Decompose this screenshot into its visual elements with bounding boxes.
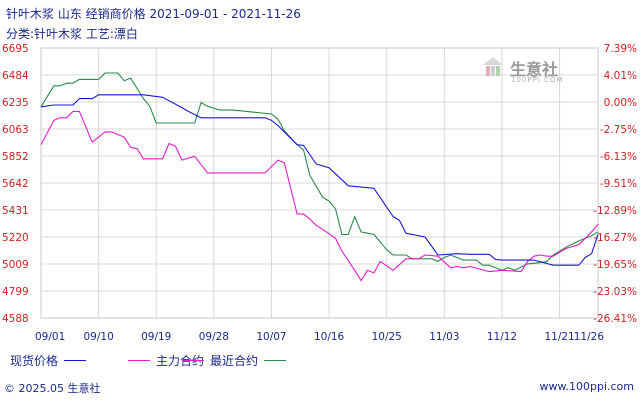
y-left-tick-label: 5642: [2, 178, 29, 190]
y-right-tick-label: -19.65%: [593, 259, 637, 271]
series-line-spot: [40, 94, 599, 266]
chart-subtitle: 分类:针叶木浆 工艺:漂白: [6, 27, 138, 41]
y-left-tick-label: 6063: [2, 124, 29, 136]
y-left-tick-label: 6484: [2, 70, 29, 82]
x-tick-label: 09/10: [83, 331, 113, 343]
legend-swatch-spot: [64, 360, 87, 361]
right-y-axis: 7.39% 4.01% 0.00% -2.75% -6.13% -9.51% -12.89%…: [593, 43, 637, 325]
watermark-logo: [482, 56, 504, 78]
y-right-tick-label: -6.13%: [600, 151, 637, 163]
logo-icon: [483, 57, 503, 76]
y-left-tick-label: 5431: [2, 205, 29, 217]
y-left-tick-label: 4588: [2, 313, 29, 325]
y-left-tick-label: 5220: [2, 232, 29, 244]
left-y-axis: 6695 6484 6235 6063 5852 5642 5431 5220 5009 4799…: [2, 43, 29, 325]
series-line-main: [40, 110, 599, 282]
legend-item-spot: 现货价格: [10, 352, 87, 369]
series-lines: [40, 72, 599, 282]
y-left-tick-label: 5852: [2, 151, 29, 163]
y-right-tick-label: 7.39%: [604, 43, 637, 55]
legend-label-main: 主力合约: [156, 354, 205, 368]
legend-swatch-main: [128, 360, 150, 361]
x-axis: 09/01 09/10 09/19 09/28 10/07 10/16 10/25 11/03…: [35, 331, 604, 343]
y-right-tick-label: -26.41%: [593, 313, 637, 325]
y-right-tick-label: 4.01%: [604, 70, 637, 82]
x-tick-label: 11/12: [487, 331, 517, 343]
legend-swatch-recent: [264, 360, 287, 361]
y-right-tick-label: -16.27%: [593, 232, 637, 244]
y-right-tick-label: -9.51%: [600, 178, 637, 190]
y-left-tick-label: 5009: [2, 259, 29, 271]
x-tick-label: 09/01: [35, 331, 65, 343]
footer-copyright: © 2025.05 生意社: [4, 382, 101, 395]
x-tick-label: 09/28: [199, 331, 229, 343]
y-right-tick-label: -2.75%: [600, 124, 637, 136]
legend-label-recent: 最近合约: [210, 354, 259, 368]
chart-grid: [40, 47, 599, 319]
y-left-tick-label: 6235: [2, 97, 29, 109]
x-tick-label: 10/16: [314, 331, 345, 343]
x-tick-label: 11/21: [544, 331, 574, 343]
y-right-tick-label: -12.89%: [593, 205, 637, 217]
footer-site: www.100ppi.com: [539, 380, 634, 393]
y-left-tick-label: 4799: [2, 286, 29, 298]
x-tick-label: 09/19: [141, 331, 171, 343]
x-tick-label: 11/26: [574, 331, 605, 343]
legend-label-spot: 现货价格: [10, 354, 59, 368]
y-right-tick-label: -23.03%: [593, 286, 637, 298]
legend-item-main: 主力合约: [128, 352, 204, 369]
legend-swatch-main-2: [182, 360, 204, 361]
y-left-tick-label: 6695: [2, 43, 29, 55]
legend-item-recent: 最近合约: [182, 352, 287, 369]
x-tick-label: 11/03: [429, 331, 459, 343]
series-line-recent: [40, 72, 599, 271]
x-tick-label: 10/25: [372, 331, 402, 343]
x-tick-label: 10/07: [256, 331, 286, 343]
watermark-url: 100PPI.COM: [511, 76, 564, 84]
watermark-name: 生意社: [510, 60, 559, 79]
y-right-tick-label: 0.00%: [604, 97, 637, 109]
plot-border: [40, 47, 599, 319]
chart-title: 针叶木浆 山东 经销商价格 2021-09-01 - 2021-11-26: [6, 7, 301, 21]
